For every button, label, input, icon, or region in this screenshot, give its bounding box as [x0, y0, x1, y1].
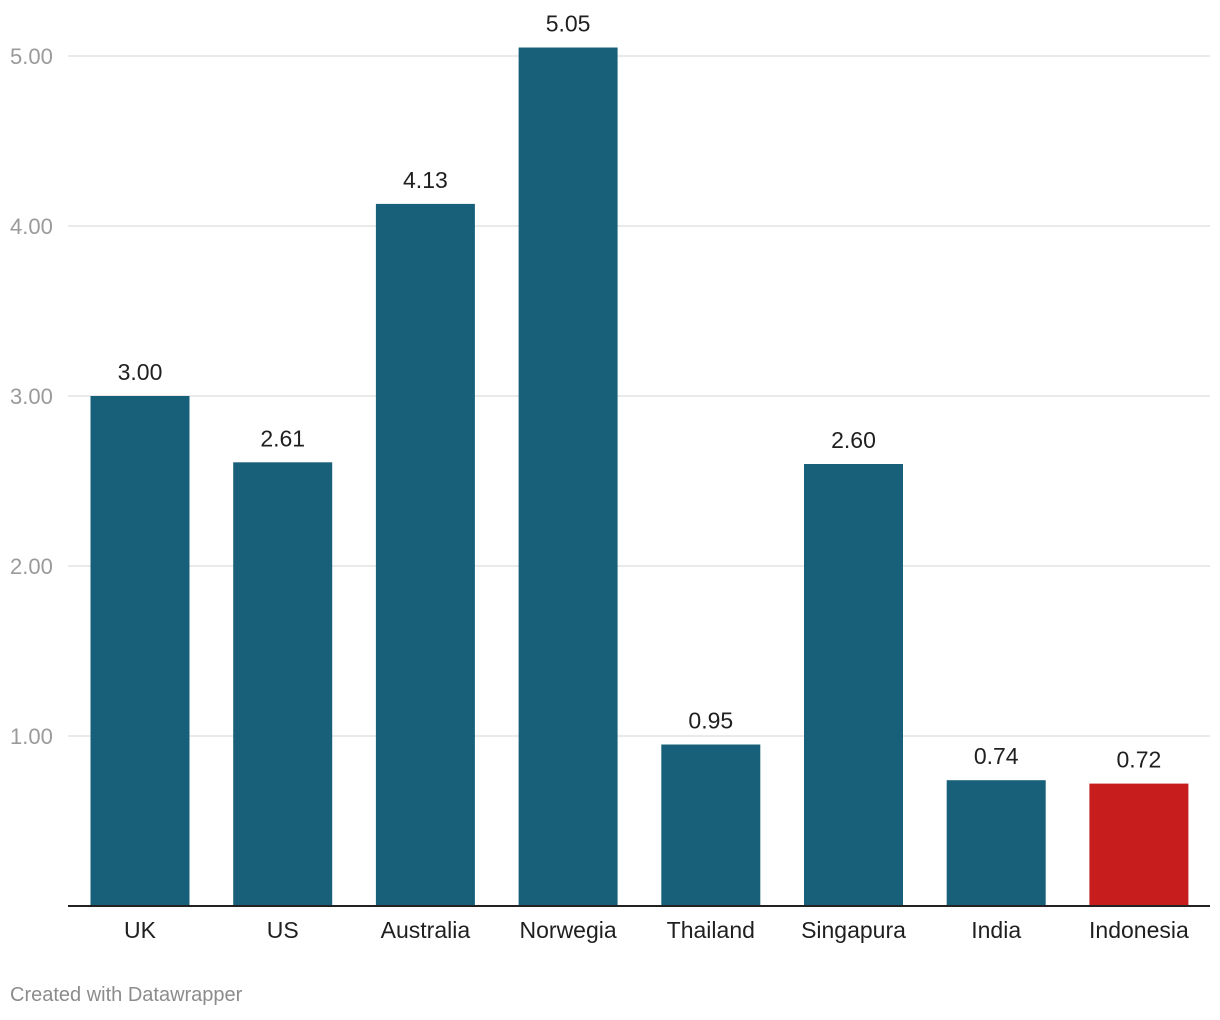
category-label-australia: Australia [381, 917, 471, 943]
value-label-singapura: 2.60 [831, 427, 876, 453]
category-label-uk: UK [124, 917, 157, 943]
value-labels: 3.00 2.61 4.13 5.05 0.95 2.60 0.74 0.72 [118, 11, 1162, 773]
bar-thailand [661, 744, 761, 906]
bar-indonesia [1089, 783, 1189, 906]
bars [90, 47, 1189, 906]
category-label-singapura: Singapura [801, 917, 906, 943]
bar-norwegia [518, 47, 618, 906]
bar-india [946, 780, 1046, 906]
value-label-indonesia: 0.72 [1117, 747, 1162, 773]
category-label-us: US [267, 917, 299, 943]
value-label-norwegia: 5.05 [546, 11, 591, 37]
value-label-india: 0.74 [974, 743, 1019, 769]
y-tick-label-3: 3.00 [10, 384, 53, 409]
y-tick-label-4: 4.00 [10, 214, 53, 239]
x-axis-category-labels: UK US Australia Norwegia Thailand Singapura In… [124, 917, 1189, 943]
y-tick-label-2: 2.00 [10, 554, 53, 579]
y-axis-tick-labels: 1.00 2.00 3.00 4.00 5.00 [10, 44, 53, 749]
value-label-thailand: 0.95 [688, 708, 733, 734]
category-label-norwegia: Norwegia [520, 917, 617, 943]
category-label-india: India [971, 917, 1021, 943]
value-label-australia: 4.13 [403, 167, 448, 193]
y-tick-label-5: 5.00 [10, 44, 53, 69]
datawrapper-credit: Created with Datawrapper [10, 984, 243, 1006]
bar-australia [375, 203, 475, 906]
category-label-indonesia: Indonesia [1089, 917, 1189, 943]
bar-uk [90, 396, 190, 906]
bar-chart: 1.00 2.00 3.00 4.00 5.00 3.00 2.61 4.13 5.05 0.9… [10, 11, 1210, 943]
value-label-uk: 3.00 [118, 359, 163, 385]
bar-singapura [804, 464, 903, 906]
value-label-us: 2.61 [260, 425, 305, 451]
category-label-thailand: Thailand [667, 917, 755, 943]
bar-us [233, 462, 333, 906]
y-tick-label-1: 1.00 [10, 724, 53, 749]
